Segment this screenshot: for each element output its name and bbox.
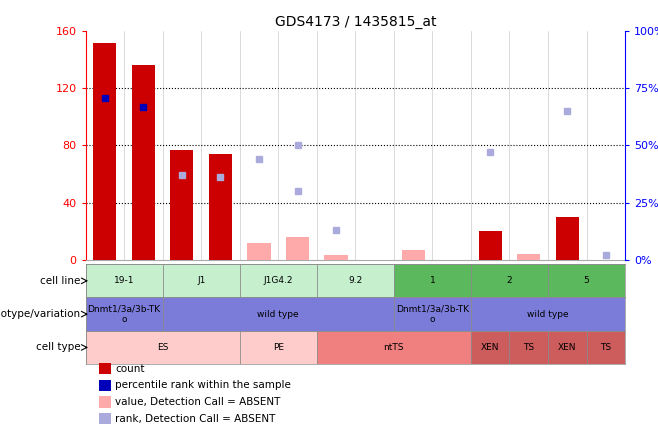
Text: TS: TS: [600, 343, 611, 352]
Text: 2: 2: [507, 276, 513, 285]
Bar: [93, 43, 116, 260]
Text: J1: J1: [197, 276, 205, 285]
Text: Dnmt1/3a/3b-TK
o: Dnmt1/3a/3b-TK o: [88, 305, 161, 324]
Bar: [209, 154, 232, 260]
Bar: [324, 255, 347, 260]
Text: 5: 5: [584, 276, 590, 285]
Text: count: count: [115, 364, 145, 373]
Bar: [163, 264, 240, 297]
Text: XEN: XEN: [558, 343, 576, 352]
Bar: [286, 237, 309, 260]
Text: XEN: XEN: [481, 343, 499, 352]
Text: value, Detection Call = ABSENT: value, Detection Call = ABSENT: [115, 397, 280, 407]
Text: cell type: cell type: [36, 342, 80, 353]
Bar: [548, 331, 586, 364]
Bar: [163, 297, 394, 331]
Bar: [517, 254, 540, 260]
Bar: [132, 65, 155, 260]
Bar: [240, 264, 316, 297]
Bar: [471, 264, 548, 297]
Text: wild type: wild type: [527, 309, 569, 319]
Title: GDS4173 / 1435815_at: GDS4173 / 1435815_at: [274, 15, 436, 29]
Bar: [509, 331, 548, 364]
Text: genotype/variation: genotype/variation: [0, 309, 80, 319]
Text: ntTS: ntTS: [384, 343, 404, 352]
Text: ES: ES: [157, 343, 168, 352]
Bar: [247, 242, 270, 260]
Text: 19-1: 19-1: [114, 276, 134, 285]
Bar: [586, 331, 625, 364]
Bar: [394, 264, 471, 297]
Text: percentile rank within the sample: percentile rank within the sample: [115, 381, 291, 390]
Text: cell line: cell line: [39, 276, 80, 286]
Text: 9.2: 9.2: [348, 276, 363, 285]
Bar: [478, 231, 502, 260]
Bar: [86, 331, 240, 364]
Text: wild type: wild type: [257, 309, 299, 319]
Text: J1G4.2: J1G4.2: [263, 276, 293, 285]
Bar: [471, 297, 625, 331]
Bar: [471, 331, 509, 364]
Bar: [316, 331, 471, 364]
Text: rank, Detection Call = ABSENT: rank, Detection Call = ABSENT: [115, 414, 276, 424]
Bar: [170, 150, 193, 260]
Text: Dnmt1/3a/3b-TK
o: Dnmt1/3a/3b-TK o: [396, 305, 469, 324]
Text: PE: PE: [272, 343, 284, 352]
Bar: [86, 297, 163, 331]
Bar: [548, 264, 625, 297]
Text: 1: 1: [430, 276, 436, 285]
Bar: [86, 264, 163, 297]
Bar: [401, 250, 424, 260]
Bar: [556, 217, 579, 260]
Bar: [394, 297, 471, 331]
Text: TS: TS: [523, 343, 534, 352]
Bar: [240, 331, 316, 364]
Bar: [316, 264, 394, 297]
